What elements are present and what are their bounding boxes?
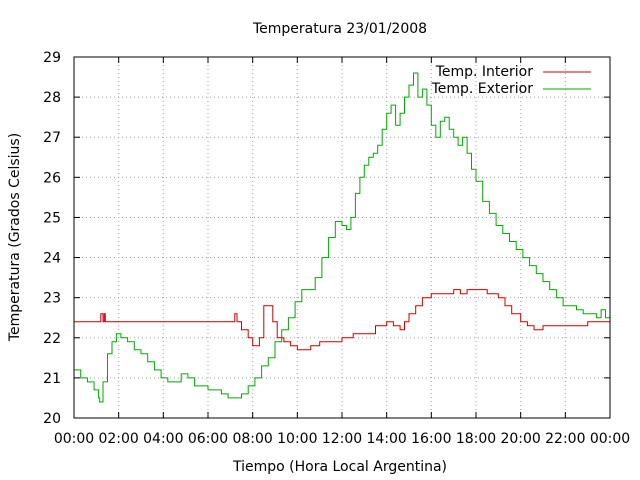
- x-tick-label: 14:00: [366, 431, 406, 447]
- series-line-interior: [74, 289, 610, 351]
- x-tick-label: 00:00: [590, 431, 630, 447]
- y-tick-label: 22: [43, 331, 61, 347]
- plot-frame: [73, 56, 611, 419]
- y-tick-label: 20: [43, 411, 61, 427]
- y-tick-label: 26: [43, 170, 61, 186]
- y-tick-label: 23: [43, 291, 61, 307]
- x-tick-label: 06:00: [188, 431, 228, 447]
- x-tick-label: 10:00: [277, 431, 317, 447]
- legend-label-interior: Temp. Interior: [435, 64, 534, 80]
- series-lines: [74, 72, 611, 403]
- series-line-exterior: [74, 72, 611, 403]
- y-tick-label: 29: [43, 50, 61, 66]
- x-tick-label: 00:00: [54, 431, 94, 447]
- legend: Temp. Interior Temp. Exterior: [431, 64, 591, 97]
- x-tick-label: 18:00: [456, 431, 496, 447]
- legend-label-exterior: Temp. Exterior: [431, 81, 534, 97]
- y-tick-label: 25: [43, 210, 61, 226]
- x-tick-label: 16:00: [411, 431, 451, 447]
- axis-tick-labels: 00:00 02:00 04:00 06:00 08:00 10:00 12:00 14:00…: [43, 50, 630, 447]
- x-axis-label: Tiempo (Hora Local Argentina): [232, 459, 447, 475]
- y-tick-label: 27: [43, 130, 61, 146]
- y-tick-label: 28: [43, 90, 61, 106]
- x-tick-label: 04:00: [143, 431, 183, 447]
- chart-title: Temperatura 23/01/2008: [252, 21, 427, 37]
- x-tick-label: 08:00: [232, 431, 272, 447]
- y-tick-label: 21: [43, 371, 61, 387]
- y-axis-label: Temperatura (Grados Celsius): [7, 133, 23, 342]
- x-tick-label: 22:00: [545, 431, 585, 447]
- x-tick-label: 02:00: [98, 431, 138, 447]
- x-tick-label: 20:00: [500, 431, 540, 447]
- x-tick-label: 12:00: [322, 431, 362, 447]
- y-tick-label: 24: [43, 251, 61, 267]
